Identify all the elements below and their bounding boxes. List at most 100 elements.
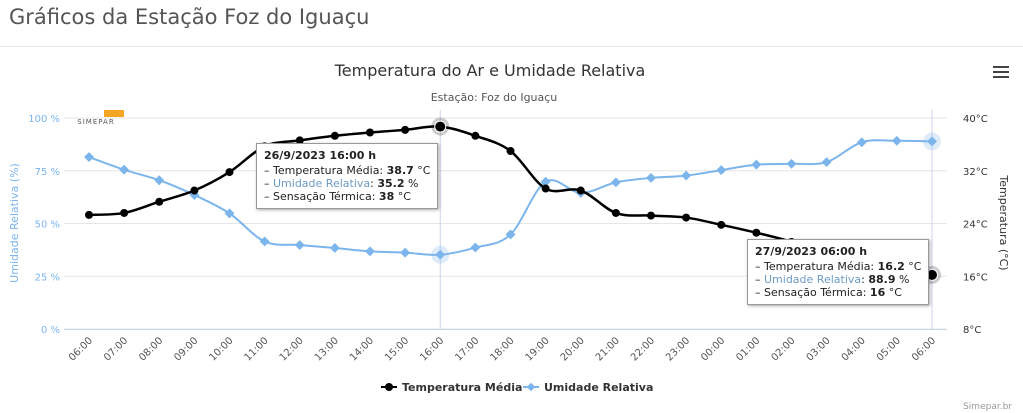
data-point-temperatura — [330, 131, 339, 140]
y-left-axis-title: Umidade Relativa (%) — [8, 163, 21, 283]
tooltip-hum-value: 88.9 — [868, 273, 896, 286]
tooltip-hum-label: Umidade Relativa — [764, 273, 862, 286]
x-tick-label: 21:00 — [594, 335, 622, 363]
data-point-temperatura — [155, 197, 164, 206]
x-tick-label: 18:00 — [488, 335, 516, 363]
y-right-tick-label: 32°C — [963, 167, 988, 178]
legend-marker-umidade — [526, 382, 536, 392]
legend-marker-temperatura — [385, 383, 393, 391]
data-point-umidade — [856, 137, 867, 148]
data-point-temperatura — [295, 136, 304, 145]
tooltip-temp-label: Temperatura Média: — [273, 164, 384, 177]
y-left-tick-label: 100 % — [28, 114, 60, 125]
data-point-temperatura — [190, 186, 199, 195]
x-tick-label: 09:00 — [172, 335, 200, 363]
x-tick-label: 12:00 — [278, 335, 306, 363]
x-tick-label: 16:00 — [418, 335, 446, 363]
tooltip-2: 27/9/2023 06:00 h – Temperatura Média: 1… — [747, 239, 930, 305]
data-point-umidade — [329, 243, 340, 253]
tooltip-feel-value: 16 — [869, 286, 886, 299]
tooltip-hum-value: 35.2 — [377, 177, 405, 190]
tooltip-temp-unit: °C — [908, 260, 922, 273]
data-point-temperatura — [366, 128, 374, 137]
x-tick-label: 17:00 — [453, 335, 481, 363]
data-point-umidade — [681, 170, 692, 181]
x-tick-label: 23:00 — [664, 335, 692, 363]
x-tick-label: 06:00 — [910, 335, 938, 363]
x-tick-label: 14:00 — [348, 335, 376, 363]
y-right-tick-label: 8°C — [963, 325, 981, 336]
tooltip-feel-unit: °C — [397, 190, 411, 203]
data-point-temperatura — [717, 220, 726, 229]
data-point-temperatura — [85, 210, 93, 219]
data-point-umidade — [716, 165, 727, 176]
data-point-temperatura — [611, 208, 620, 217]
y-right-axis-title: Temperatura (°C) — [997, 174, 1010, 270]
tooltip-temp-unit: °C — [417, 164, 431, 177]
data-point-umidade — [294, 240, 305, 250]
data-point-temperatura — [225, 168, 234, 177]
y-right-tick-label: 40°C — [963, 114, 988, 125]
tooltip-title: 26/9/2023 16:00 h — [264, 149, 377, 162]
chart-title: Temperatura do Ar e Umidade Relativa — [334, 61, 646, 80]
data-point-umidade — [259, 236, 270, 247]
x-tick-label: 22:00 — [629, 335, 657, 363]
data-point-umidade — [470, 242, 481, 253]
data-point-umidade — [610, 177, 621, 188]
tooltip-temp-value: 38.7 — [386, 164, 414, 177]
x-tick-label: 02:00 — [769, 335, 797, 363]
data-point-umidade — [435, 249, 446, 260]
data-point-umidade — [84, 152, 94, 162]
data-point-umidade — [786, 158, 797, 169]
data-point-temperatura — [506, 146, 515, 155]
data-point-umidade — [154, 175, 165, 186]
hamburger-menu-icon[interactable] — [993, 66, 1009, 80]
tooltip-temp-label: Temperatura Média: — [764, 260, 875, 273]
x-tick-label: 15:00 — [383, 335, 411, 363]
tooltip-1: 26/9/2023 16:00 h – Temperatura Média: 3… — [256, 143, 439, 209]
data-point-temperatura — [541, 184, 550, 193]
x-tick-label: 13:00 — [313, 335, 341, 363]
x-tick-label: 10:00 — [207, 335, 235, 363]
page-title: Gráficos da Estação Foz do Iguaçu — [9, 5, 370, 29]
y-left-tick-label: 25 % — [35, 272, 60, 283]
x-tick-label: 00:00 — [699, 335, 727, 363]
header-divider — [0, 46, 1023, 47]
data-point-temperatura — [401, 125, 410, 134]
tooltip-hum-unit: % — [407, 177, 419, 190]
data-point-temperatura — [120, 208, 129, 217]
data-point-temperatura — [752, 228, 761, 237]
x-tick-label: 04:00 — [840, 335, 868, 363]
x-tick-label: 11:00 — [243, 335, 271, 363]
logo-mark — [104, 110, 124, 117]
y-right-tick-label: 16°C — [963, 272, 988, 283]
y-left-tick-label: 50 % — [35, 220, 60, 231]
y-right-tick-label: 24°C — [963, 220, 988, 231]
data-point-temperatura — [576, 186, 585, 195]
tooltip-hum-label: Umidade Relativa — [273, 177, 371, 190]
data-point-umidade — [821, 157, 832, 168]
data-point-umidade — [119, 164, 130, 175]
data-point-umidade — [224, 208, 235, 219]
tooltip-feel-value: 38 — [378, 190, 395, 203]
x-tick-label: 08:00 — [137, 335, 165, 363]
logo-text: SIMEPAR — [77, 118, 114, 126]
y-left-tick-label: 75 % — [35, 167, 60, 178]
tooltip-temp-value: 16.2 — [877, 260, 905, 273]
data-point-temperatura — [682, 213, 691, 222]
x-tick-label: 20:00 — [559, 335, 587, 363]
x-tick-label: 03:00 — [805, 335, 833, 363]
tooltip-title: 27/9/2023 06:00 h — [755, 245, 868, 258]
data-point-temperatura — [434, 120, 447, 133]
tooltip-feel-unit: °C — [888, 286, 902, 299]
x-tick-label: 07:00 — [102, 335, 130, 363]
data-point-umidade — [927, 136, 937, 147]
y-left-tick-label: 0 % — [41, 325, 60, 336]
data-point-umidade — [891, 135, 902, 146]
credit-text: Simepar.br — [963, 402, 1012, 412]
x-tick-label: 19:00 — [524, 335, 552, 363]
data-point-umidade — [505, 229, 516, 240]
data-point-temperatura — [471, 131, 480, 140]
data-point-umidade — [751, 159, 762, 170]
